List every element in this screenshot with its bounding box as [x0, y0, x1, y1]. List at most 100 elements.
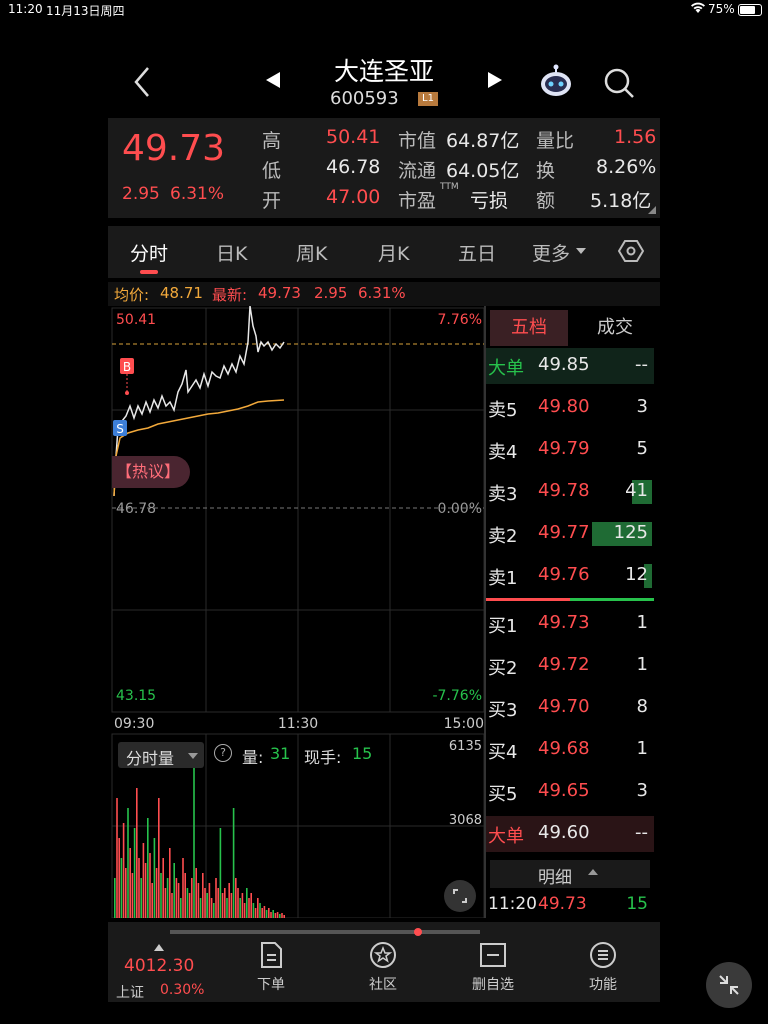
buy-level-row[interactable]: 买5 49.65 3 [486, 774, 654, 810]
wifi-icon [690, 1, 706, 19]
avg-value: 48.71 [160, 284, 203, 302]
buy-level-label: 买5 [488, 784, 518, 805]
remove-watchlist-button[interactable]: 删自选 [438, 940, 548, 1010]
sell-volume-bar [644, 564, 652, 588]
volume-bar [268, 908, 270, 918]
buy-level-label: 买1 [488, 616, 518, 637]
sell-level-vol: 5 [636, 438, 648, 459]
amount-label: 额 [536, 190, 556, 212]
sell-level-vol: 125 [613, 522, 648, 543]
volume-bar [129, 848, 131, 918]
robot-assistant-icon[interactable] [536, 62, 576, 106]
time-label-mid: 11:30 [278, 716, 318, 732]
volume-bar [175, 878, 178, 918]
buy-marker[interactable] [120, 358, 134, 374]
tab-daily-k[interactable]: 日K [216, 243, 248, 265]
volume-bar [164, 888, 167, 918]
volume-bar [182, 858, 184, 918]
time-label-end: 15:00 [444, 716, 484, 732]
intraday-chart[interactable]: B S 50.41 46.78 43.15 7.76% 0.00% -7.76%… [108, 305, 485, 919]
mcap-label: 市值 [398, 130, 437, 152]
buy-level-price: 49.70 [538, 696, 590, 717]
level-badge: L1 [418, 92, 438, 106]
buy-level-row[interactable]: 买3 49.70 8 [486, 690, 654, 726]
sell-marker-label: S [116, 422, 124, 436]
volume-bar [272, 910, 274, 918]
tab-five-day[interactable]: 五日 [458, 243, 497, 265]
tab-five-levels[interactable]: 五档 [490, 310, 568, 346]
volume-bar [138, 858, 140, 918]
tab-intraday[interactable]: 分时 [130, 243, 169, 265]
index-value: 4012.30 [124, 956, 195, 976]
functions-button[interactable]: 功能 [548, 940, 658, 1010]
volume-bar [177, 883, 180, 918]
low-value: 46.78 [326, 156, 381, 178]
big-sell-price: 49.85 [538, 354, 590, 375]
volume-bar [169, 848, 171, 918]
prev-stock-icon[interactable] [264, 70, 282, 94]
battery-icon [738, 4, 762, 16]
search-icon[interactable] [602, 66, 636, 104]
fullscreen-icon[interactable] [444, 880, 476, 912]
stock-code: 600593 [330, 88, 399, 109]
sell-level-label: 卖3 [488, 484, 518, 505]
volume-bar [171, 893, 173, 918]
volume-selector[interactable]: 分时量 [118, 742, 204, 768]
buy-level-vol: 1 [636, 738, 648, 759]
volume-bar [246, 888, 248, 918]
trade-price: 49.73 [538, 894, 587, 914]
volume-bar [226, 898, 228, 918]
buy-level-label: 买4 [488, 742, 518, 763]
help-icon[interactable]: ? [214, 744, 232, 762]
time-label-start: 09:30 [114, 716, 154, 732]
float-value: 64.05亿 [446, 160, 520, 182]
buy-level-row[interactable]: 买2 49.72 1 [486, 648, 654, 684]
remove-watchlist-label: 删自选 [472, 977, 514, 993]
chart-settings-icon[interactable] [617, 238, 645, 268]
sell-level-row[interactable]: 卖4 49.79 5 [486, 432, 654, 468]
trade-vol: 15 [626, 894, 648, 914]
buy-level-row[interactable]: 买4 49.68 1 [486, 732, 654, 768]
status-bar: 11:20 11月13日周四 75% [0, 0, 768, 20]
volume-top-label: 6135 [449, 739, 482, 754]
hot-discussion-tag[interactable]: 【热议】 [112, 456, 190, 488]
tab-monthly-k[interactable]: 月K [378, 243, 410, 265]
pe-value: 亏损 [470, 190, 509, 212]
community-button[interactable]: 社区 [328, 940, 438, 1010]
sell-level-price: 49.79 [538, 438, 590, 459]
quote-panel: 49.73 2.95 6.31% 高 50.41 低 46.78 开 47.00… [108, 118, 660, 218]
detail-button[interactable]: 明细 [490, 860, 650, 888]
big-sell-row: 大单 49.85 -- [486, 348, 654, 384]
volume-bar [166, 878, 169, 918]
tab-more[interactable]: 更多 [532, 243, 571, 265]
sell-level-row[interactable]: 卖2 49.77 125 [486, 516, 654, 552]
order-button[interactable]: 下单 [216, 940, 326, 1010]
volume-bar [153, 838, 156, 918]
index-ticker[interactable]: 4012.30 上证 0.30% [108, 934, 218, 1002]
back-icon[interactable] [132, 66, 152, 102]
sell-level-label: 卖4 [488, 442, 518, 463]
latest-trade-row: 11:20 49.73 15 [486, 890, 654, 926]
chart-bottom-price: 43.15 [116, 688, 156, 704]
buy-level-row[interactable]: 买1 49.73 1 [486, 606, 654, 642]
tab-weekly-k[interactable]: 周K [296, 243, 328, 265]
volume-bar [149, 853, 151, 918]
sell-level-price: 49.77 [538, 522, 590, 543]
next-stock-icon[interactable] [486, 70, 504, 94]
expand-corner-icon[interactable] [648, 206, 656, 214]
sell-level-row[interactable]: 卖1 49.76 12 [486, 558, 654, 594]
sell-level-row[interactable]: 卖5 49.80 3 [486, 390, 654, 426]
pe-label: 市盈 [398, 190, 437, 212]
volume-bar [197, 883, 200, 918]
volume-ratio-label: 量比 [536, 130, 575, 152]
volume-bar [125, 868, 127, 918]
buy-level-price: 49.72 [538, 654, 590, 675]
tab-trades[interactable]: 成交 [597, 317, 633, 338]
mcap-value: 64.87亿 [446, 130, 520, 152]
amount-value: 5.18亿 [590, 190, 652, 212]
sell-marker[interactable] [113, 420, 127, 436]
more-dropdown-icon [576, 248, 586, 254]
sell-level-row[interactable]: 卖3 49.78 41 [486, 474, 654, 510]
collapse-button[interactable] [706, 962, 752, 1008]
volume-bar [136, 788, 138, 918]
